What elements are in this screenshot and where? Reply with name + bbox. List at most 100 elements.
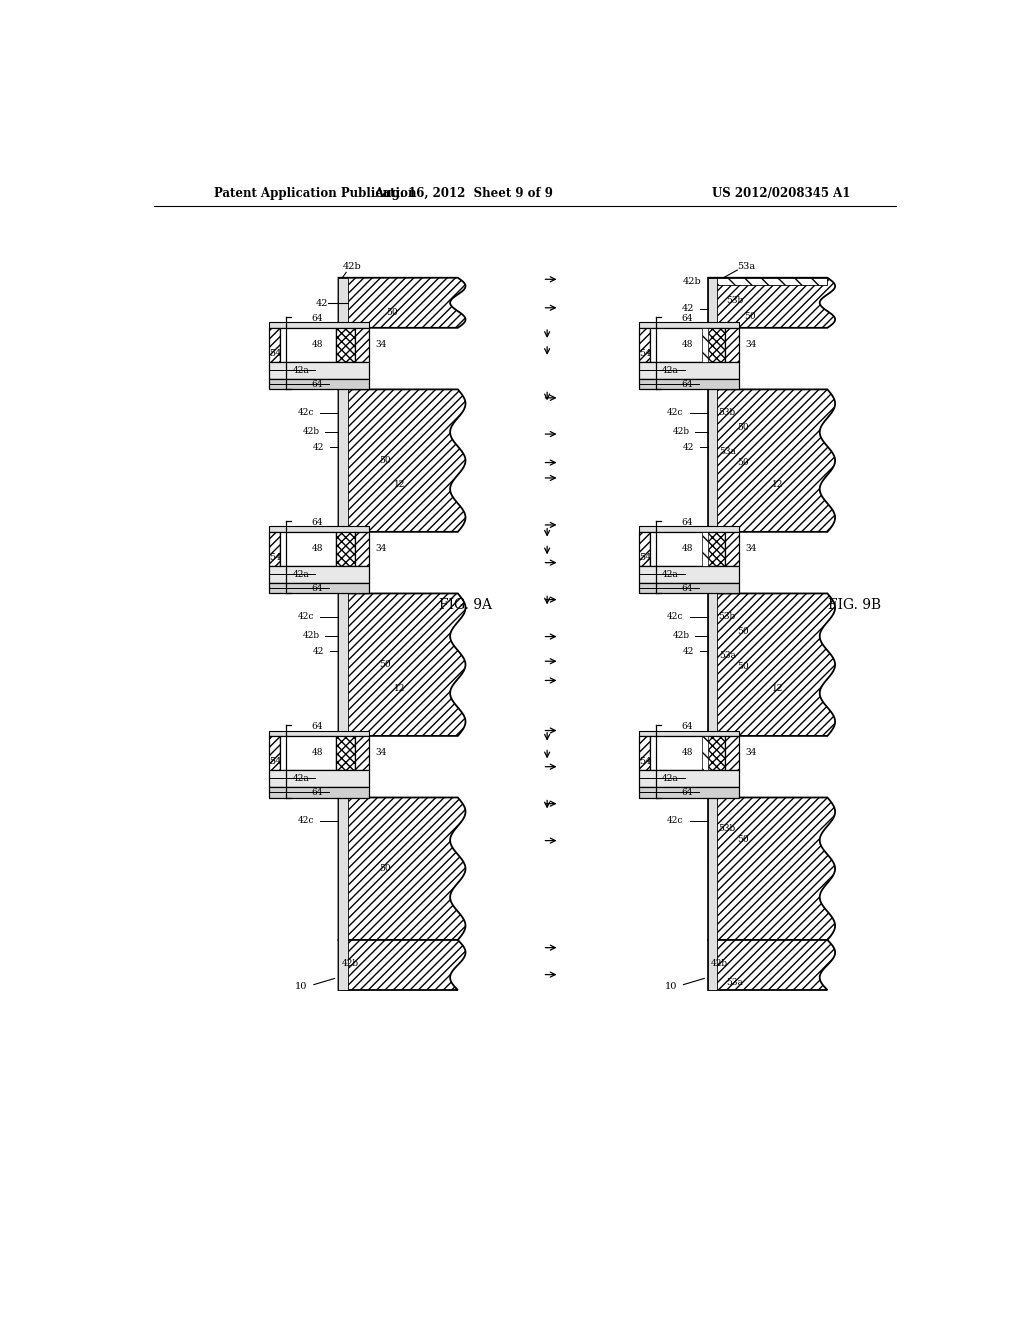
Text: 54: 54	[639, 553, 651, 562]
Text: 50: 50	[737, 458, 749, 467]
Text: 64: 64	[311, 722, 323, 731]
Text: Aug. 16, 2012  Sheet 9 of 9: Aug. 16, 2012 Sheet 9 of 9	[375, 186, 553, 199]
Text: 42: 42	[313, 442, 325, 451]
Text: 48: 48	[682, 748, 693, 758]
Text: 42a: 42a	[663, 774, 679, 783]
Bar	[649, 737, 706, 770]
Text: 34: 34	[745, 544, 757, 553]
Text: 42b: 42b	[303, 428, 319, 436]
Bar	[708, 451, 716, 532]
Bar	[701, 737, 708, 770]
Bar	[336, 327, 355, 362]
Bar	[269, 532, 280, 566]
Text: 42: 42	[683, 442, 694, 451]
Text: 42c: 42c	[297, 816, 313, 825]
Text: 42b: 42b	[711, 958, 728, 968]
Bar	[269, 327, 280, 362]
Text: 12: 12	[394, 684, 406, 693]
Bar	[639, 532, 649, 566]
Text: 53a: 53a	[727, 978, 743, 987]
Bar	[708, 655, 716, 737]
Text: 42: 42	[682, 304, 694, 313]
Text: 48: 48	[312, 341, 324, 350]
Bar	[725, 327, 739, 362]
Bar	[269, 322, 370, 327]
Bar	[639, 527, 739, 532]
Text: 64: 64	[681, 519, 692, 527]
Text: 42b: 42b	[341, 958, 358, 968]
Text: 42a: 42a	[293, 366, 309, 375]
Text: 50: 50	[386, 308, 398, 317]
Text: 50: 50	[744, 312, 756, 321]
Bar	[280, 737, 336, 770]
Polygon shape	[339, 389, 466, 532]
Text: 64: 64	[311, 788, 323, 796]
Text: 50: 50	[737, 836, 749, 845]
Text: 42a: 42a	[663, 570, 679, 578]
Polygon shape	[339, 277, 466, 327]
Text: 48: 48	[312, 544, 324, 553]
Polygon shape	[339, 940, 466, 990]
Text: 42: 42	[313, 647, 325, 656]
Bar	[280, 327, 336, 362]
Polygon shape	[708, 389, 836, 532]
Bar	[269, 566, 370, 582]
Bar	[639, 730, 739, 737]
Bar	[355, 532, 370, 566]
Text: 10: 10	[295, 982, 307, 990]
Text: 42b: 42b	[343, 261, 361, 271]
Text: 53a: 53a	[719, 446, 736, 455]
Bar	[269, 770, 370, 787]
Text: 64: 64	[681, 314, 692, 323]
Text: 12: 12	[772, 479, 783, 488]
Bar	[336, 532, 355, 566]
Text: 64: 64	[681, 380, 692, 388]
Bar	[269, 582, 370, 594]
Text: 54: 54	[269, 553, 282, 562]
Text: 64: 64	[311, 583, 323, 593]
Bar	[639, 737, 649, 770]
Bar	[269, 379, 370, 389]
Bar	[708, 859, 716, 940]
Text: 12: 12	[394, 479, 406, 488]
Text: 50: 50	[737, 663, 749, 671]
Bar	[639, 770, 739, 787]
Text: 48: 48	[312, 748, 324, 758]
Text: 53b: 53b	[719, 612, 736, 620]
Bar	[269, 787, 370, 797]
Polygon shape	[708, 797, 836, 940]
Text: 48: 48	[682, 544, 693, 553]
Text: 42c: 42c	[667, 816, 683, 825]
Text: 42c: 42c	[297, 408, 313, 417]
Text: 34: 34	[745, 748, 757, 758]
Text: 10: 10	[665, 982, 677, 990]
Text: 42c: 42c	[667, 408, 683, 417]
Bar	[708, 940, 716, 990]
Text: 42b: 42b	[673, 428, 689, 436]
Text: 54: 54	[639, 348, 651, 358]
Bar	[339, 797, 348, 990]
Polygon shape	[708, 594, 836, 737]
Polygon shape	[708, 277, 836, 327]
Bar	[708, 797, 717, 990]
Bar	[649, 327, 706, 362]
Bar	[269, 737, 280, 770]
Text: 53a: 53a	[719, 651, 736, 660]
Text: 42a: 42a	[293, 774, 309, 783]
Bar	[706, 532, 725, 566]
Bar	[269, 527, 370, 532]
Text: 64: 64	[681, 583, 692, 593]
Bar	[725, 737, 739, 770]
Bar	[708, 594, 717, 737]
Text: 54: 54	[269, 348, 282, 358]
Text: 12: 12	[772, 684, 783, 693]
Text: 42a: 42a	[663, 366, 679, 375]
Text: FIG. 9B: FIG. 9B	[827, 598, 881, 612]
Bar	[639, 327, 649, 362]
Text: 50: 50	[737, 627, 749, 636]
Bar	[639, 582, 739, 594]
Text: 50: 50	[379, 455, 390, 465]
Bar	[639, 787, 739, 797]
Text: 34: 34	[376, 341, 387, 350]
Polygon shape	[339, 797, 466, 940]
